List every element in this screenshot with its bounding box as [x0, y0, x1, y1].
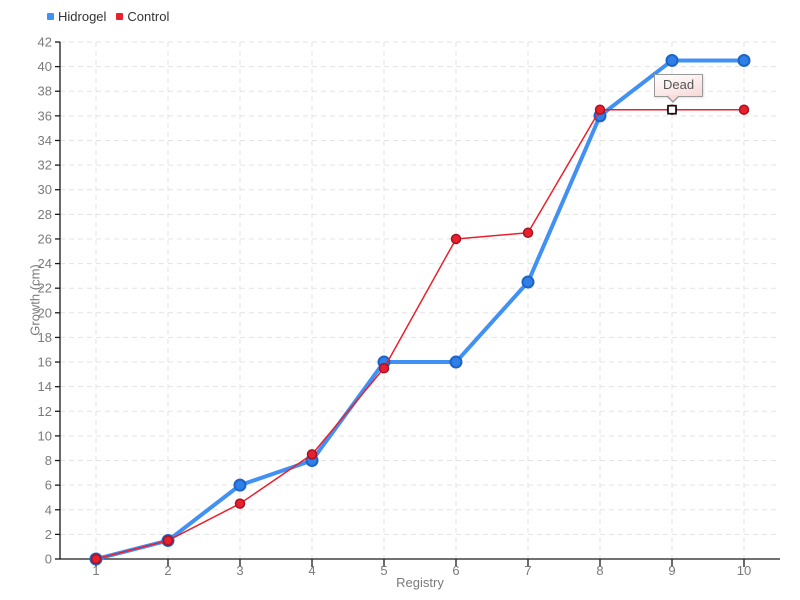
y-tick-label: 10: [38, 428, 52, 443]
control-point[interactable]: [234, 498, 246, 509]
y-axis-title: Growth (cm): [27, 264, 43, 336]
annotation-marker[interactable]: [667, 104, 677, 115]
x-tick-label: 5: [380, 563, 387, 578]
y-tick-label: 32: [38, 158, 52, 173]
y-tick-label: 2: [45, 527, 52, 542]
x-tick-label: 7: [524, 563, 531, 578]
y-tick-label: 12: [38, 404, 52, 419]
y-tick-label: 14: [38, 379, 52, 394]
y-tick-label: 38: [38, 84, 52, 99]
y-tick-label: 40: [38, 59, 52, 74]
x-tick-label: 4: [308, 563, 315, 578]
y-tick-label: 4: [45, 502, 52, 517]
legend-item-hidrogel[interactable]: Hidrogel: [47, 9, 106, 24]
gridlines: [60, 41, 778, 560]
control-legend-label: Control: [127, 9, 170, 24]
y-tick-label: 8: [45, 453, 52, 468]
hidrogel-point[interactable]: [665, 53, 679, 67]
y-tick-label: 22: [38, 281, 52, 296]
series-control-markers: [90, 104, 750, 565]
series-hidrogel-markers: [89, 53, 751, 566]
y-tick-label: 30: [38, 182, 52, 197]
x-axis-title: Registry: [396, 575, 444, 590]
hidrogel-swatch-icon: [47, 13, 54, 20]
control-point[interactable]: [162, 535, 174, 546]
x-tick-label: 9: [668, 563, 675, 578]
hidrogel-legend-label: Hidrogel: [58, 9, 107, 24]
y-tick-label: 26: [38, 231, 52, 246]
hidrogel-point[interactable]: [233, 478, 247, 492]
y-tick-label: 18: [38, 330, 52, 345]
series-control-line: [95, 108, 745, 560]
x-tick-label: 3: [236, 563, 243, 578]
control-point[interactable]: [306, 449, 318, 460]
hidrogel-point[interactable]: [737, 53, 751, 67]
y-tick-label: 36: [38, 108, 52, 123]
y-tick-label: 20: [38, 305, 52, 320]
x-tick-label: 8: [596, 563, 603, 578]
hidrogel-point[interactable]: [449, 355, 463, 369]
y-tick-label: 42: [38, 35, 52, 50]
series-hidrogel-line: [94, 58, 746, 561]
hidrogel-point[interactable]: [521, 275, 535, 289]
y-tick-label: 0: [45, 552, 52, 567]
control-point[interactable]: [450, 233, 462, 245]
annotation-dead-label: Dead: [663, 76, 695, 92]
control-point[interactable]: [378, 362, 390, 374]
x-tick-label: 10: [737, 563, 751, 578]
legend: Hidrogel Control: [47, 9, 169, 24]
x-tick-label: 6: [452, 563, 459, 578]
axes: 0246810121416182022242628303234363840421…: [38, 35, 780, 578]
legend-item-control[interactable]: Control: [116, 9, 169, 24]
control-swatch-icon: [116, 13, 124, 20]
control-point[interactable]: [522, 227, 534, 239]
y-tick-label: 28: [38, 207, 52, 222]
annotation-dead-tooltip[interactable]: Dead: [654, 73, 704, 103]
y-tick-label: 16: [38, 355, 52, 370]
x-tick-label: 1: [92, 563, 99, 578]
control-point[interactable]: [594, 104, 606, 115]
y-tick-label: 34: [38, 133, 52, 148]
control-point[interactable]: [738, 104, 750, 115]
y-tick-label: 6: [45, 478, 52, 493]
control-point[interactable]: [90, 553, 102, 565]
y-tick-label: 24: [38, 256, 52, 271]
x-tick-label: 2: [164, 563, 171, 578]
